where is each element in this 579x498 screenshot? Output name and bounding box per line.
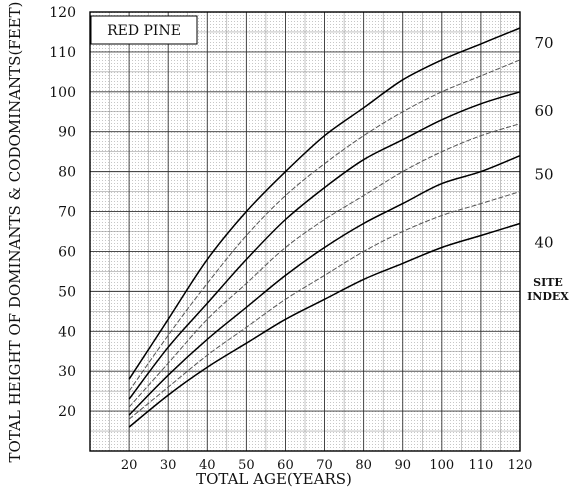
series-line-6 xyxy=(128,191,521,420)
y-tick-label: 40 xyxy=(58,324,76,340)
series-line-5 xyxy=(128,155,521,416)
y-tick-label: 110 xyxy=(49,45,76,61)
x-tick-label: 60 xyxy=(277,458,294,473)
site-index-label: 50 xyxy=(534,166,553,184)
x-tick-label: 120 xyxy=(508,458,533,473)
y-tick-label: 30 xyxy=(58,364,76,380)
site-index-label: 60 xyxy=(534,102,553,120)
x-tick-label: 110 xyxy=(468,458,493,473)
x-tick-label: 100 xyxy=(429,458,454,473)
x-tick-label: 50 xyxy=(238,458,255,473)
x-tick-label: 70 xyxy=(316,458,333,473)
y-tick-label: 50 xyxy=(58,284,76,300)
y-tick-label: 90 xyxy=(58,125,76,141)
x-axis-title: TOTAL AGE(YEARS) xyxy=(196,470,352,488)
x-tick-label: 80 xyxy=(355,458,372,473)
y-axis-title: TOTAL HEIGHT OF DOMINANTS & CODOMINANTS(… xyxy=(6,2,24,463)
major-gridlines xyxy=(90,12,520,451)
x-tick-label: 40 xyxy=(199,458,216,473)
x-tick-label: 30 xyxy=(160,458,177,473)
series-line-1 xyxy=(128,27,521,380)
y-tick-label: 60 xyxy=(58,244,76,260)
minor-gridlines xyxy=(90,12,520,451)
series-line-2 xyxy=(128,59,521,392)
y-tick-label: 80 xyxy=(58,165,76,181)
y-tick-label: 100 xyxy=(49,85,76,101)
x-tick-labels: 20 30 40 50 60 70 80 90 100 110 120 xyxy=(121,458,533,473)
series-line-3 xyxy=(128,91,521,400)
y-tick-label: 70 xyxy=(58,205,76,221)
y-tick-label: 120 xyxy=(49,5,76,21)
series-line-7 xyxy=(128,222,521,428)
site-index-title-line1: SITE xyxy=(533,276,563,289)
series-line-4 xyxy=(128,123,521,408)
chart-title: RED PINE xyxy=(107,23,181,39)
y-tick-labels: 20 30 40 50 60 70 80 90 100 110 120 xyxy=(49,5,76,420)
site-index-title-line2: INDEX xyxy=(527,290,569,303)
y-tick-label: 20 xyxy=(58,404,76,420)
site-index-labels: 70 60 50 40 xyxy=(534,34,553,252)
plot-frame xyxy=(89,11,521,452)
x-tick-label: 90 xyxy=(394,458,411,473)
title-box xyxy=(90,15,198,45)
site-index-label: 40 xyxy=(534,234,553,252)
series-layer xyxy=(128,27,521,428)
x-tick-label: 20 xyxy=(121,458,138,473)
site-index-label: 70 xyxy=(534,34,553,52)
